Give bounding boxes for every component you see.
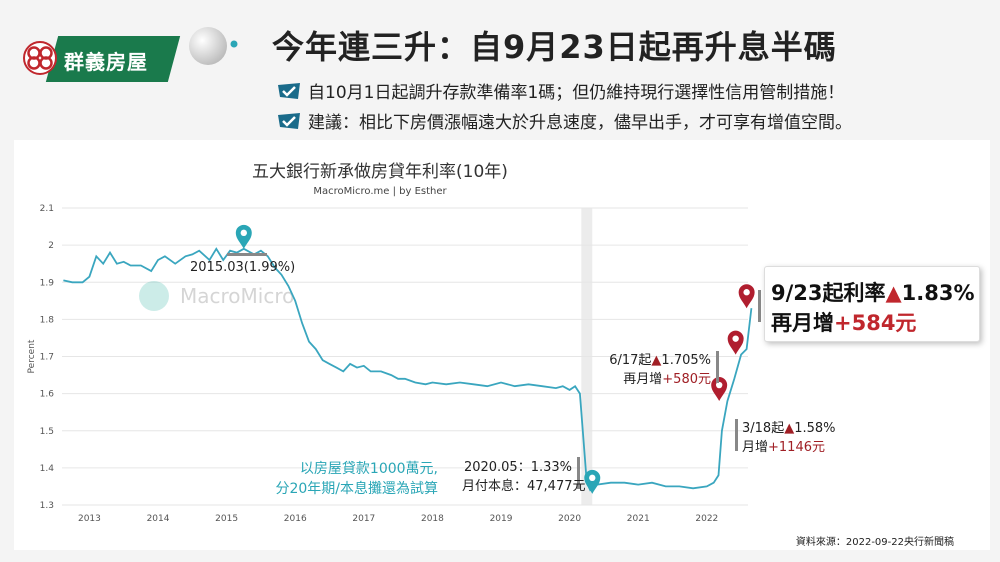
y-tick-label: 2 (48, 241, 54, 251)
y-tick-label: 1.3 (40, 501, 54, 511)
pin-body (738, 284, 755, 309)
map-pin-icon (738, 284, 755, 309)
june-amount: +580元 (662, 372, 711, 387)
pin-body (584, 469, 601, 494)
y-tick-label: 1.8 (40, 315, 55, 325)
watermark-logo: MacroMicro (139, 281, 294, 311)
chart-title: 五大銀行新承做房貸年利率(10年) (252, 162, 508, 182)
march-date-label: 3/18起 (742, 421, 785, 436)
bullet-item-2: 建議：相比下房價漲幅遠大於升息速度，儘早出手，才可享有增值空間。 (276, 108, 852, 133)
low-point-label: 2020.05：1.33% (463, 460, 572, 475)
march-rate-label: 1.58% (794, 421, 836, 436)
up-triangle-icon: ▲ (885, 281, 902, 305)
pin-dot (743, 289, 750, 296)
x-tick-label: 2020 (558, 514, 581, 524)
loan-assumption-note: 以房屋貸款1000萬元, 分20年期/本息攤還為試算 (246, 458, 438, 498)
check-flag-icon (278, 82, 300, 99)
pin-body (727, 330, 744, 355)
map-pin-icon (727, 330, 744, 355)
note-line-1: 以房屋貸款1000萬元, (299, 461, 438, 477)
pin-body (711, 377, 728, 402)
pin-dot (240, 229, 247, 237)
march-amount: +1146元 (768, 440, 825, 455)
pin-dot (715, 381, 723, 389)
label-bracket (716, 351, 719, 383)
x-tick-label: 2019 (490, 514, 513, 524)
up-triangle-icon: ▲ (651, 353, 662, 368)
pin-dot (732, 335, 739, 342)
label-bracket (227, 253, 267, 256)
x-tick-label: 2021 (627, 514, 650, 524)
map-pin-icon (711, 377, 728, 402)
y-tick-label: 1.4 (40, 464, 55, 474)
y-tick-label: 1.5 (40, 427, 54, 437)
low-point-payment: 月付本息：47,477元 (462, 479, 586, 494)
callout-increase-label: 再月增 (771, 311, 834, 335)
header-area: 群義房屋 今年連三升：自9月23日起再升息半碼 自10月1日起調升存款準備率1碼… (0, 0, 1000, 140)
y-axis-label: Percent (27, 339, 37, 373)
callout-line-1: 9/23起利率▲1.83% (771, 277, 975, 307)
x-tick-label: 2017 (352, 514, 375, 524)
annotation-june: 6/17起▲1.705% 再月增+580元 (605, 349, 711, 387)
watermark-text: MacroMicro (180, 284, 294, 308)
callout-date-label: 9/23起利率 (771, 281, 886, 305)
june-date-label: 6/17起 (609, 353, 652, 368)
source-note: 資料來源：2022-09-22央行新聞稿 (795, 537, 954, 548)
y-tick-label: 1.9 (40, 278, 55, 288)
x-tick-label: 2013 (78, 514, 101, 524)
june-rate-label: 1.705% (661, 353, 711, 368)
label-bracket (577, 457, 580, 489)
chart-subtitle: MacroMicro.me | by Esther (313, 186, 447, 197)
march-increase-label: 月增 (742, 440, 769, 455)
x-tick-label: 2015 (215, 514, 238, 524)
callout-rate: 1.83% (901, 281, 975, 305)
map-pin-icon (235, 224, 252, 249)
y-tick-label: 2.1 (40, 204, 54, 214)
rate-callout-box: 9/23起利率▲1.83% 再月增+584元 (764, 266, 980, 342)
map-pin-icon (584, 469, 601, 494)
pin-dot (589, 474, 596, 482)
up-triangle-icon: ▲ (784, 421, 795, 436)
x-tick-label: 2016 (284, 514, 307, 524)
peak-point-label: 2015.03(1.99%) (190, 260, 296, 275)
watermark-icon (139, 281, 169, 311)
x-tick-label: 2022 (695, 514, 718, 524)
label-bracket (735, 419, 738, 451)
page-title: 今年連三升：自9月23日起再升息半碼 (272, 28, 837, 66)
note-line-2: 分20年期/本息攤還為試算 (275, 481, 438, 497)
bullet-text-2: 建議：相比下房價漲幅遠大於升息速度，儘早出手，才可享有增值空間。 (308, 113, 852, 133)
pin-body (235, 224, 252, 249)
brand-name: 群義房屋 (64, 50, 148, 74)
callout-amount: +584元 (834, 311, 917, 335)
annotation-2020: 2020.05：1.33% 月付本息：47,477元 (462, 456, 586, 494)
x-tick-label: 2018 (421, 514, 444, 524)
decorative-sphere-icon (189, 27, 238, 65)
label-bracket (758, 290, 761, 322)
annotation-march: 3/18起▲1.58% 月增+1146元 (742, 417, 836, 455)
check-flag-icon (278, 112, 300, 129)
x-tick-label: 2014 (147, 514, 170, 524)
brand-logo: 群義房屋 (8, 18, 181, 82)
flower-logo-icon (23, 41, 57, 75)
bullet-item-1: 自10月1日起調升存款準備率1碼；但仍維持現行選擇性信用管制措施！ (276, 78, 844, 103)
y-tick-label: 1.7 (40, 353, 54, 363)
june-increase-label: 再月增 (623, 372, 663, 387)
callout-line-2: 再月增+584元 (771, 307, 916, 337)
y-tick-label: 1.6 (40, 390, 55, 400)
bullet-text-1: 自10月1日起調升存款準備率1碼；但仍維持現行選擇性信用管制措施！ (308, 83, 845, 103)
